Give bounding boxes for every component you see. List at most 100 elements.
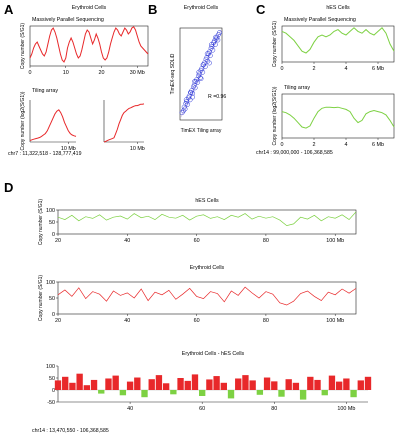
- x-tick-label: 60: [194, 318, 200, 324]
- y-tick-label: 0: [52, 388, 55, 394]
- footnote-a: chr7 : 11,322,518 - 128,777,419: [8, 151, 82, 157]
- bar: [285, 379, 292, 390]
- x-tick-label: 20: [55, 318, 61, 324]
- scatter-point: [196, 69, 202, 75]
- chart-footnote: chr14 : 13,470,550 - 106,368,585: [32, 428, 109, 434]
- scatter-point: [213, 34, 219, 40]
- bar: [364, 376, 372, 390]
- x-tick-label: 100 Mb: [326, 238, 344, 244]
- bar: [170, 390, 177, 395]
- plot-frame: [57, 209, 357, 235]
- bar: [278, 390, 285, 397]
- bar: [292, 382, 300, 390]
- bar: [256, 390, 264, 395]
- scatter-point: [192, 85, 198, 91]
- bar: [141, 390, 148, 398]
- scatter-point: [192, 78, 198, 84]
- bar: [54, 380, 62, 390]
- x-tick-label: 20: [99, 70, 105, 76]
- chart-title: Erythroid Cells: [184, 5, 219, 11]
- charts-layer: Erythroid Cells Massively Parallel Sequen…: [20, 5, 395, 434]
- y-axis-label: Copy number (S/G1): [20, 23, 26, 69]
- x-tick-label: 60: [199, 406, 205, 412]
- plot-frame: [57, 281, 357, 315]
- scatter-point: [180, 108, 186, 114]
- y-tick-label: 50: [49, 376, 55, 382]
- plot-frame: [179, 27, 223, 121]
- series-line: [281, 106, 395, 129]
- x-tick-label: 20: [55, 238, 61, 244]
- chart-title: hES Cells: [326, 5, 350, 11]
- bar: [105, 378, 112, 390]
- x-tick-label: 80: [263, 238, 269, 244]
- x-tick-label: 6 Mb: [372, 66, 384, 72]
- x-tick-label: 40: [124, 318, 130, 324]
- panel-label-d: D: [4, 180, 13, 195]
- x-tick-label: 2: [313, 66, 316, 72]
- x-tick-label: 10: [63, 70, 69, 76]
- series-line: [29, 26, 149, 63]
- scatter-point: [187, 97, 193, 103]
- chart-c2: Tiling array 0 2 4 6 Mb Copy number (log2(S/G…: [256, 85, 395, 156]
- y-axis-label: Copy number (S/G1): [38, 199, 44, 245]
- bar: [69, 382, 76, 390]
- bar: [191, 374, 199, 390]
- x-tick-label: 4: [345, 142, 348, 148]
- scatter-point: [211, 38, 217, 44]
- chart-d3: Erythroid Cells - hES Cells 40 60 80 100 Mb -…: [32, 351, 372, 434]
- bar: [155, 375, 163, 390]
- scatter-point: [204, 51, 210, 57]
- chart-subtitle: Tiling array: [32, 88, 58, 94]
- x-tick-label: 100 Mb: [326, 318, 344, 324]
- scatter-point: [212, 42, 218, 48]
- series-line: [57, 211, 357, 226]
- x-tick-label: 0: [281, 142, 284, 148]
- bar: [83, 385, 91, 390]
- chart-title: Erythroid Cells: [190, 265, 225, 271]
- x-tick-label: 2: [313, 142, 316, 148]
- x-tick-label: 30 Mb: [130, 70, 145, 76]
- bar: [242, 375, 249, 390]
- chart-subtitle: Massively Parallel Sequencing: [32, 17, 104, 23]
- bar: [343, 378, 350, 390]
- y-axis-label: TimEX-seq SOLiD: [170, 53, 176, 94]
- chart-subtitle: Massively Parallel Sequencing: [284, 17, 356, 23]
- bar: [335, 381, 343, 390]
- y-tick-label: 100: [46, 208, 55, 214]
- scatter-point: [190, 90, 196, 96]
- plot-frame: [281, 25, 395, 63]
- scatter-point: [198, 76, 204, 82]
- x-tick-label: 6 Mb: [372, 142, 384, 148]
- chart-footnote: chr14 : 99,000,000 - 106,368,585: [256, 150, 333, 156]
- chart-b: Erythroid Cells TimEX-seq SOLiD TimEX Tili…: [170, 5, 226, 134]
- x-tick-label: 0: [29, 70, 32, 76]
- x-tick-label: 10 Mb: [130, 146, 145, 152]
- bar: [184, 380, 191, 390]
- bar: [328, 375, 336, 390]
- x-axis-label: TimEX Tiling array: [181, 128, 222, 134]
- x-tick-label: 40: [124, 238, 130, 244]
- y-axis-label: Copy number (log2(S/G1)): [272, 86, 278, 145]
- series-line: [281, 27, 395, 54]
- bar: [220, 382, 227, 390]
- y-tick-label: -50: [47, 400, 55, 406]
- scatter-point: [197, 75, 203, 81]
- plot-frame: [29, 25, 149, 67]
- bar: [235, 378, 242, 390]
- bar: [112, 375, 119, 390]
- y-tick-label: 100: [46, 364, 55, 370]
- scatter-point: [188, 89, 193, 95]
- bar: [177, 378, 184, 390]
- bar: [162, 383, 170, 390]
- scatter-point: [182, 106, 188, 112]
- bar: [199, 390, 206, 396]
- bar: [119, 390, 127, 396]
- plot-frame: [281, 93, 395, 139]
- bar: [134, 377, 141, 390]
- x-tick-label: 60: [194, 238, 200, 244]
- series-line: [29, 109, 77, 142]
- x-tick-label: 40: [127, 406, 133, 412]
- bar: [126, 381, 134, 390]
- scatter-point: [207, 53, 213, 59]
